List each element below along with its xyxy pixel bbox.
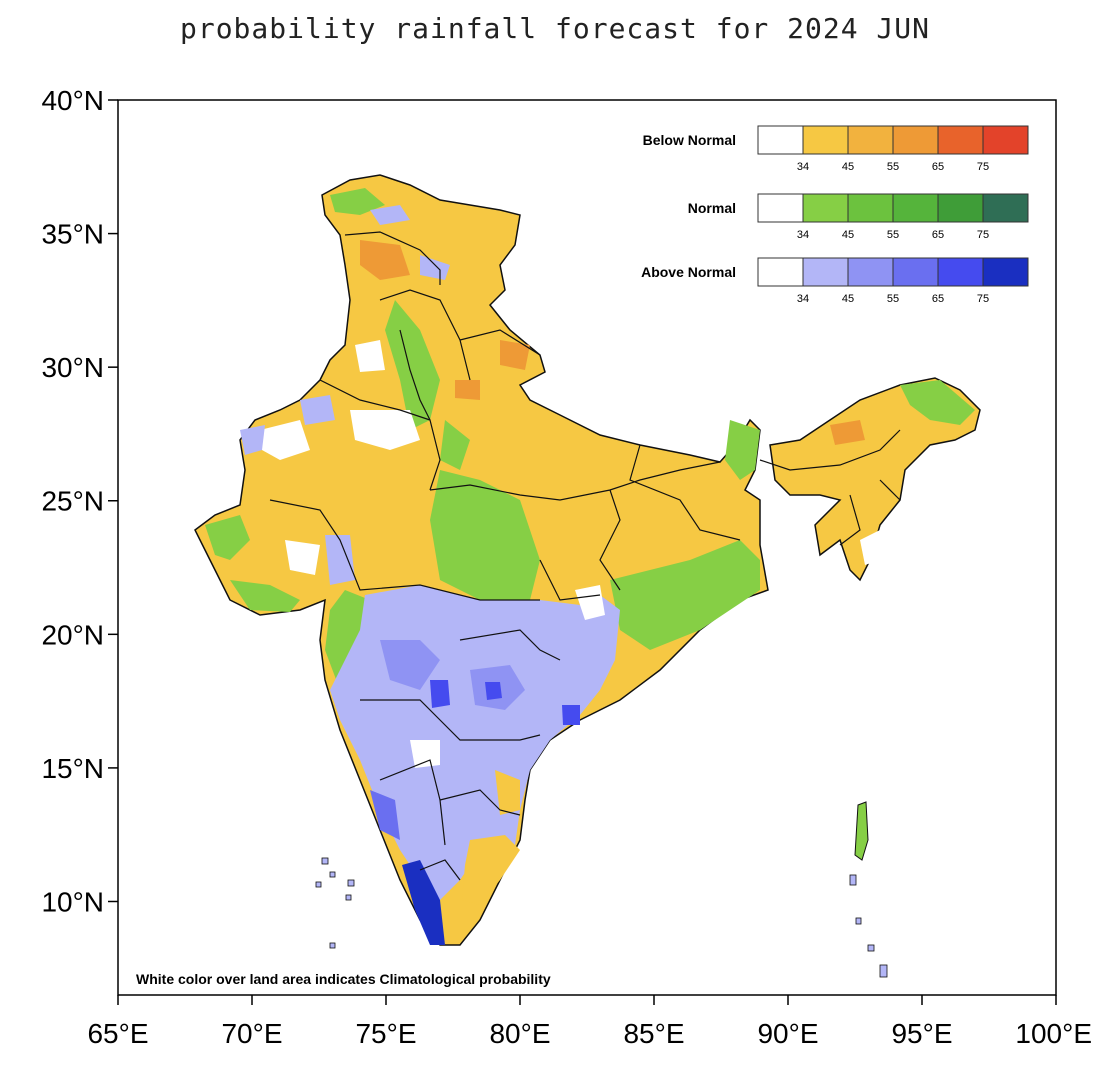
legend-color-box bbox=[802, 193, 849, 223]
legend-category-label: Below Normal bbox=[643, 132, 736, 148]
legend-tick-label: 75 bbox=[977, 229, 989, 241]
lat-tick-label: 20°N bbox=[41, 619, 104, 650]
legend-tick-label: 55 bbox=[887, 161, 899, 173]
legend-category-label: Normal bbox=[688, 200, 736, 216]
above-normal-high-zones bbox=[370, 640, 580, 945]
legend-tick-label: 34 bbox=[797, 293, 809, 305]
legend-color-box bbox=[982, 125, 1029, 155]
legend-color-box bbox=[982, 193, 1029, 223]
lakshadweep-islands bbox=[315, 857, 355, 949]
map-title: probability rainfall forecast for 2024 J… bbox=[179, 12, 930, 45]
legend-color-box bbox=[757, 125, 804, 155]
below-normal-south-zones bbox=[462, 770, 520, 905]
lat-tick-label: 40°N bbox=[41, 85, 104, 116]
lon-tick-label: 75°E bbox=[355, 1018, 416, 1049]
lon-tick-label: 70°E bbox=[221, 1018, 282, 1049]
legend-color-box bbox=[982, 257, 1029, 287]
lat-tick-label: 15°N bbox=[41, 753, 104, 784]
below-normal-high-zones bbox=[360, 240, 865, 445]
legend-color-box bbox=[802, 125, 849, 155]
longitude-axis: 65°E 70°E 75°E 80°E 85°E 90°E 95°E 100°E bbox=[87, 995, 1092, 1049]
legend-color-box bbox=[937, 125, 984, 155]
legend-color-box bbox=[847, 193, 894, 223]
legend-color-box bbox=[892, 125, 939, 155]
lon-tick-label: 100°E bbox=[1015, 1018, 1092, 1049]
legend-tick-label: 65 bbox=[932, 161, 944, 173]
legend-category-label: Above Normal bbox=[641, 264, 736, 280]
legend-tick-label: 65 bbox=[932, 293, 944, 305]
legend: Below Normal 34 45 55 65 75 Normal 34 45 55 65 75 Ab… bbox=[641, 125, 1029, 305]
lat-tick-label: 30°N bbox=[41, 352, 104, 383]
lon-tick-label: 80°E bbox=[489, 1018, 550, 1049]
andaman-nicobar-islands bbox=[849, 801, 888, 978]
legend-tick-label: 65 bbox=[932, 229, 944, 241]
lat-tick-label: 25°N bbox=[41, 486, 104, 517]
legend-color-box bbox=[847, 257, 894, 287]
legend-color-box bbox=[802, 257, 849, 287]
above-normal-north-zones bbox=[240, 205, 450, 585]
legend-color-box bbox=[892, 193, 939, 223]
lon-tick-label: 65°E bbox=[87, 1018, 148, 1049]
legend-tick-label: 75 bbox=[977, 161, 989, 173]
legend-tick-label: 45 bbox=[842, 293, 854, 305]
legend-color-box bbox=[757, 257, 804, 287]
legend-color-box bbox=[937, 257, 984, 287]
legend-tick-label: 75 bbox=[977, 293, 989, 305]
legend-tick-label: 34 bbox=[797, 229, 809, 241]
legend-color-box bbox=[937, 193, 984, 223]
state-boundaries bbox=[269, 231, 901, 881]
normal-probability-zones bbox=[205, 188, 975, 690]
legend-color-box bbox=[892, 257, 939, 287]
lon-tick-label: 90°E bbox=[757, 1018, 818, 1049]
legend-color-box bbox=[757, 193, 804, 223]
legend-tick-label: 45 bbox=[842, 229, 854, 241]
legend-color-box bbox=[847, 125, 894, 155]
lon-tick-label: 95°E bbox=[891, 1018, 952, 1049]
lon-tick-label: 85°E bbox=[623, 1018, 684, 1049]
legend-tick-label: 34 bbox=[797, 161, 809, 173]
latitude-axis: 40°N 35°N 30°N 25°N 20°N 15°N 10°N bbox=[41, 85, 118, 917]
climatological-zones bbox=[260, 340, 880, 768]
lat-tick-label: 35°N bbox=[41, 219, 104, 250]
footnote: White color over land area indicates Cli… bbox=[136, 971, 551, 987]
legend-tick-label: 55 bbox=[887, 229, 899, 241]
legend-tick-label: 55 bbox=[887, 293, 899, 305]
legend-tick-label: 45 bbox=[842, 161, 854, 173]
lat-tick-label: 10°N bbox=[41, 886, 104, 917]
